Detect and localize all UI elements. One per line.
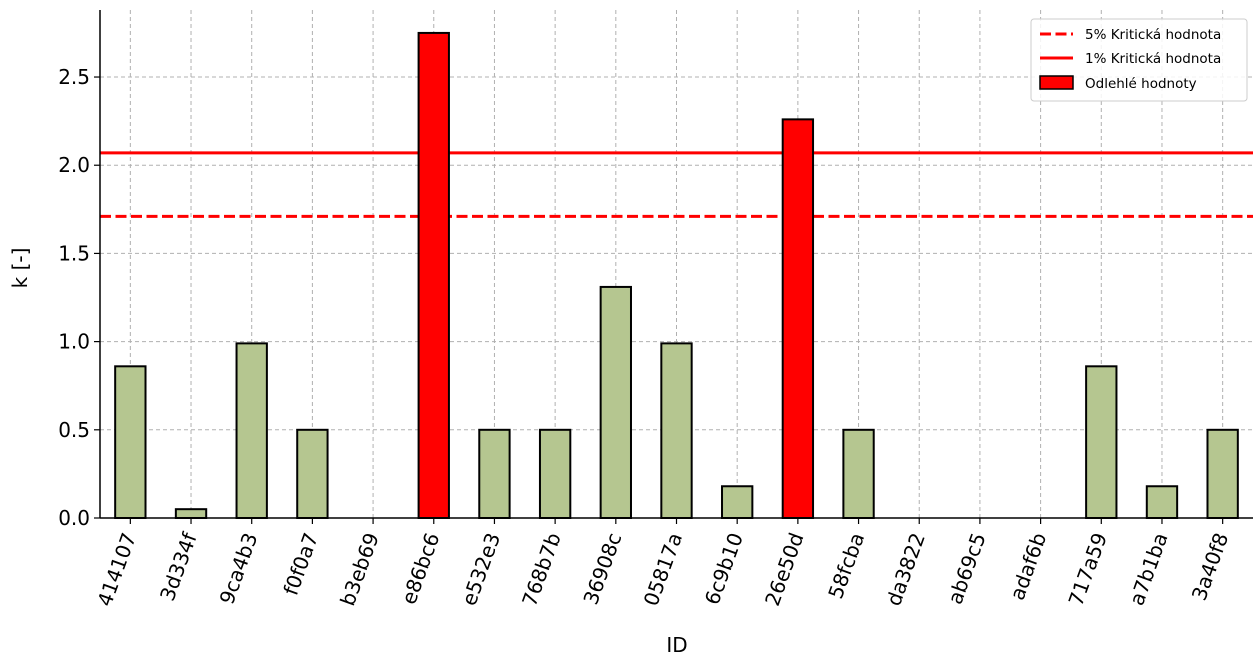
bar xyxy=(478,428,511,519)
y-tick-label: 0.5 xyxy=(58,418,90,442)
x-tick-label: 768b7b xyxy=(517,530,566,610)
legend-swatch-outliers xyxy=(1039,75,1074,90)
bar xyxy=(660,342,693,519)
y-tick-label: 1.5 xyxy=(58,241,90,265)
x-tick-label: 3a40f8 xyxy=(1187,530,1234,604)
x-tick-label: f0f0a7 xyxy=(278,530,323,599)
x-tick-label: ab69c5 xyxy=(943,530,991,608)
bar xyxy=(114,365,147,519)
legend-label-5pct: 5% Kritická hodnota xyxy=(1085,27,1221,43)
x-tick-label: 26e50d xyxy=(760,530,809,610)
bar xyxy=(235,342,268,519)
legend-label-1pct: 1% Kritická hodnota xyxy=(1085,51,1221,67)
x-tick-label: da3822 xyxy=(881,530,929,609)
bar xyxy=(296,428,329,519)
x-tick-label: 3d334f xyxy=(155,529,202,604)
bars xyxy=(114,31,1239,520)
bar xyxy=(538,428,572,519)
bar xyxy=(1206,428,1239,519)
critical-lines xyxy=(100,151,1253,218)
x-tick-label: 36908c xyxy=(578,530,626,608)
bar xyxy=(721,485,754,519)
x-tick-label: 414107 xyxy=(92,530,141,610)
x-tick-label: a7b1ba xyxy=(1124,530,1172,609)
axes xyxy=(94,10,1253,524)
bar-outlier xyxy=(781,118,815,519)
x-tick-label: 717a59 xyxy=(1063,530,1112,610)
y-tick-label: 2.0 xyxy=(58,153,90,177)
x-tick-label: 05817a xyxy=(639,530,688,610)
x-tick-label: adaf6b xyxy=(1005,530,1051,604)
bar-outlier xyxy=(417,31,450,520)
legend: 5% Kritická hodnota 1% Kritická hodnota … xyxy=(1030,18,1248,102)
y-tick-label: 0.0 xyxy=(58,506,90,530)
y-axis-label: k [-] xyxy=(8,248,32,289)
x-tick-label: b3eb69 xyxy=(335,530,384,610)
x-tick-label: 6c9b10 xyxy=(700,530,748,608)
bar xyxy=(599,285,632,519)
legend-frame xyxy=(1030,18,1248,102)
x-tick-label: e86bc6 xyxy=(397,530,445,608)
x-tick-label: 9ca4b3 xyxy=(215,530,263,608)
y-tick-label: 2.5 xyxy=(58,65,90,89)
bar xyxy=(1145,485,1179,519)
x-axis-label: ID xyxy=(666,633,687,657)
bar xyxy=(174,508,208,519)
bar xyxy=(842,428,875,519)
x-tick-label: 58fcba xyxy=(823,530,869,603)
legend-label-outliers: Odlehlé hodnoty xyxy=(1085,76,1197,92)
x-tick-label: e532e3 xyxy=(457,530,505,609)
bar xyxy=(1085,365,1118,519)
tick-labels: 0.0 0.5 1.0 1.5 2.0 2.5 414107 3d334f 9ca4b3 f0f0… xyxy=(58,65,1233,609)
y-tick-label: 1.0 xyxy=(58,330,90,354)
